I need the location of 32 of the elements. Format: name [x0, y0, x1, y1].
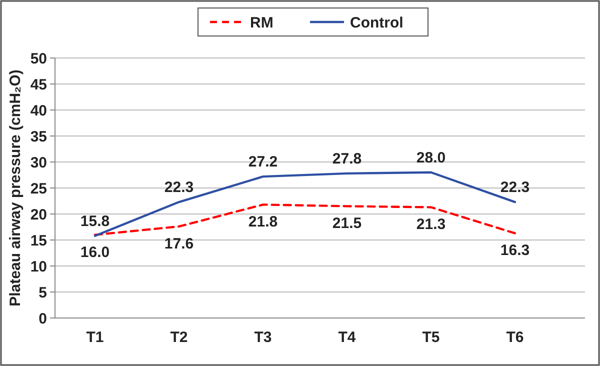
data-label: 22.3 [500, 179, 530, 196]
x-tick-label: T2 [170, 329, 188, 346]
x-tick-label: T6 [506, 329, 524, 346]
data-label: 16.3 [500, 242, 530, 260]
y-tick-label: 0 [38, 310, 47, 328]
legend-label: Control [350, 14, 404, 32]
x-tick-label: T4 [338, 329, 356, 346]
y-tick-label: 45 [30, 76, 47, 94]
x-tick-label: T3 [254, 329, 272, 346]
data-label: 16.0 [80, 244, 110, 261]
y-tick-label: 25 [30, 180, 47, 198]
y-tick-label: 20 [30, 206, 47, 224]
y-tick-label: 15 [30, 232, 47, 250]
x-tick-label: T5 [422, 329, 440, 346]
data-label: 28.0 [416, 149, 446, 166]
legend-label: RM [250, 14, 274, 32]
y-tick-label: 30 [30, 154, 47, 172]
y-tick-label: 35 [30, 128, 47, 146]
x-tick-label: T1 [86, 329, 104, 346]
data-label: 15.8 [80, 212, 110, 230]
data-label: 27.8 [332, 150, 362, 168]
y-tick-label: 50 [30, 50, 47, 68]
data-label: 21.3 [416, 216, 446, 234]
y-tick-label: 40 [30, 102, 47, 120]
data-label: 27.2 [248, 154, 278, 171]
data-label: 22.3 [164, 179, 194, 196]
data-label: 21.5 [332, 215, 362, 232]
y-axis-title: Plateau airway pressure (cmH₂O) [7, 70, 24, 306]
data-label: 17.6 [164, 235, 194, 252]
data-label: 21.8 [248, 214, 278, 231]
y-tick-label: 5 [38, 284, 47, 302]
y-tick-label: 10 [30, 258, 47, 276]
